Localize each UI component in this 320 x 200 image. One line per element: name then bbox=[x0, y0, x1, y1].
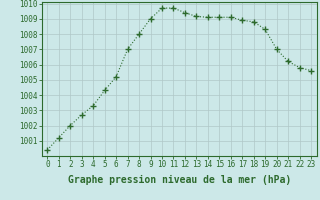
X-axis label: Graphe pression niveau de la mer (hPa): Graphe pression niveau de la mer (hPa) bbox=[68, 175, 291, 185]
